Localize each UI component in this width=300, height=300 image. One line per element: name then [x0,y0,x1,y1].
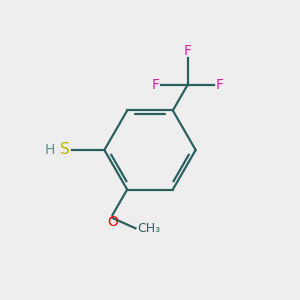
Text: O: O [107,215,118,229]
Text: F: F [215,78,223,92]
Text: CH₃: CH₃ [137,222,160,235]
Text: H: H [45,143,56,157]
Text: F: F [184,44,191,58]
Text: S: S [61,142,70,158]
Text: F: F [152,78,160,92]
